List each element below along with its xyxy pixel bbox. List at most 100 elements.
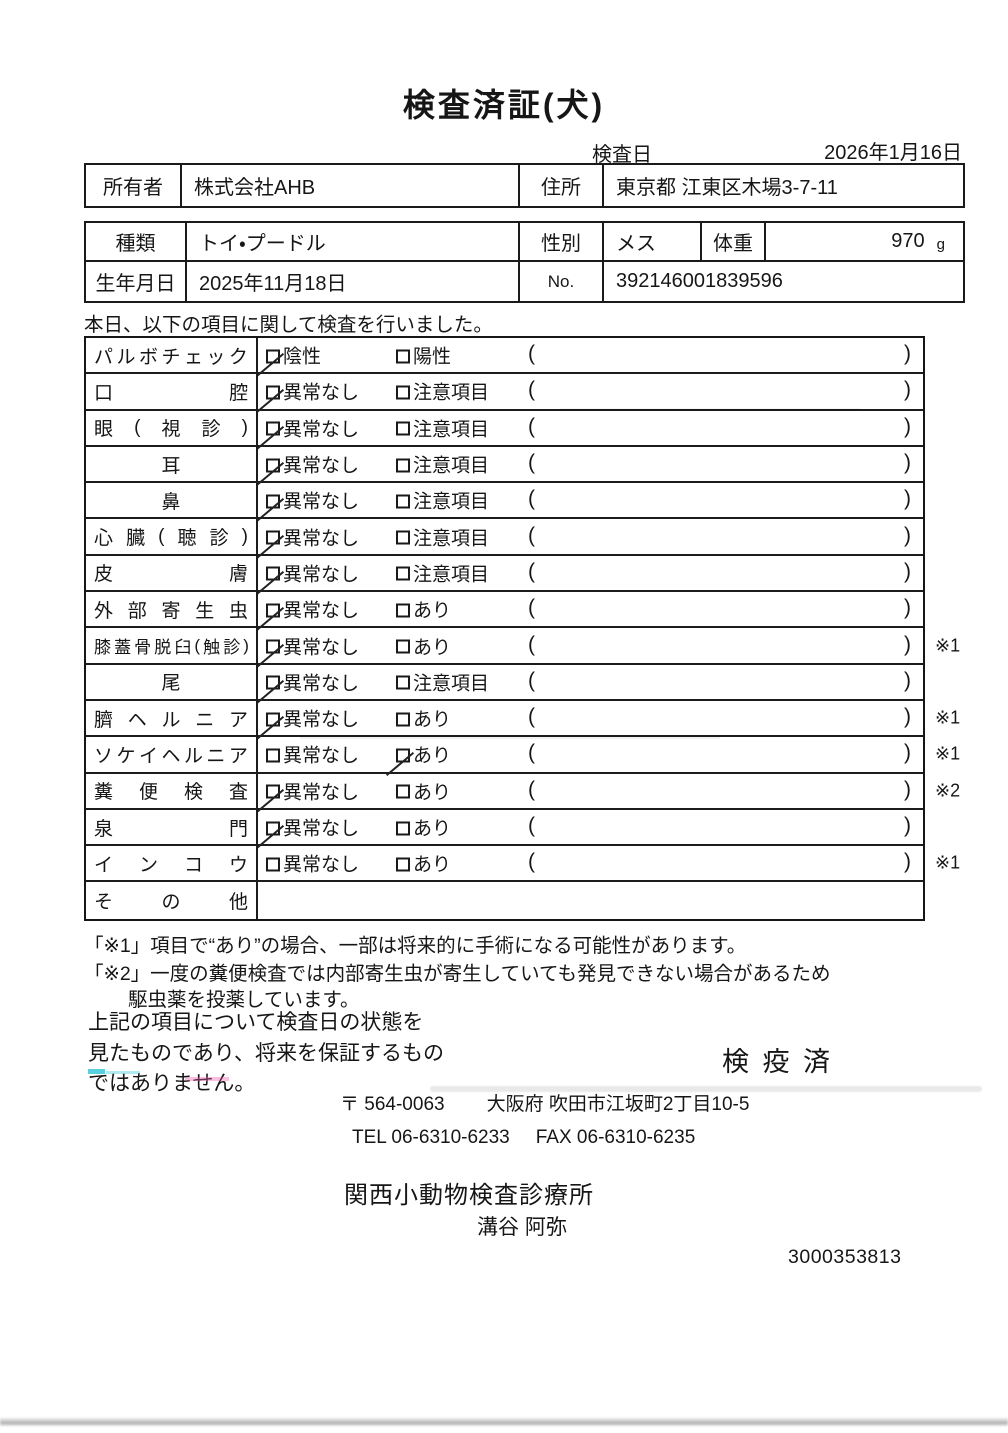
option-abnormal: 注意項目 — [396, 668, 489, 695]
owner-value-cell: 株式会社AHB — [182, 165, 520, 206]
sex-value-cell: メス — [604, 223, 702, 262]
exam-item-label: 臍ヘルニア — [86, 700, 258, 736]
exam-row: 臍ヘルニア 異常なし あり ( ) ※1 — [86, 700, 960, 741]
exam-row: ソケイヘルニア 異常なし あり ( ) ※1 — [86, 737, 960, 777]
page-title: 検査済証(犬) — [402, 87, 606, 123]
exam-row-content: 異常なし あり ( ) — [256, 592, 923, 632]
quarantine-passed-stamp: 検 疫 済 — [722, 1047, 834, 1077]
option-normal: 異常なし — [256, 414, 359, 450]
weight-value-cell: 970 g — [766, 223, 963, 262]
option-abnormal-label: あり — [413, 600, 452, 622]
option-abnormal-label: あり — [413, 854, 452, 876]
exam-row-content: 異常なし 注意項目 ( ) — [256, 411, 923, 450]
checkbox-normal[interactable] — [266, 566, 280, 581]
exam-row-content: 異常なし 注意項目 ( ) — [256, 665, 923, 704]
paren-close: ) — [904, 451, 911, 475]
paren-open: ( — [528, 414, 535, 438]
checkbox-abnormal[interactable] — [396, 566, 410, 581]
checkbox-abnormal[interactable] — [396, 603, 410, 618]
option-abnormal: 陽性 — [396, 342, 451, 369]
option-normal: 異常なし — [256, 596, 359, 632]
checkbox-abnormal[interactable] — [396, 385, 410, 400]
checkbox-normal[interactable] — [266, 639, 280, 654]
checkbox-abnormal[interactable] — [396, 639, 410, 654]
owner-table: 所有者 株式会社AHB 住所 東京都 江東区木場3-7-11 — [84, 163, 965, 208]
weight-unit: g — [936, 236, 945, 253]
exam-row: 膝蓋骨脱臼(触診) 異常なし あり ( ) ※1 — [86, 628, 960, 668]
exam-row: 外部寄生虫 異常なし あり ( ) — [86, 592, 923, 632]
exam-row-content: 異常なし 注意項目 ( ) — [256, 556, 923, 595]
checkbox-abnormal[interactable] — [396, 857, 410, 872]
option-abnormal: あり — [396, 850, 451, 877]
exam-row: インコウ 異常なし あり ( ) ※1 — [86, 846, 960, 883]
checkbox-normal[interactable] — [266, 421, 280, 436]
checkbox-abnormal[interactable] — [396, 349, 410, 364]
paren-open: ( — [528, 632, 535, 656]
animal-table: 種類 トイ・プードル 性別 メス 体重 970 g 生年月日 2025年11月1… — [84, 221, 965, 303]
paren-close: ) — [904, 850, 911, 874]
checkbox-normal[interactable] — [266, 458, 280, 473]
checkbox-abnormal[interactable] — [396, 494, 410, 509]
checkbox-normal[interactable] — [266, 675, 280, 690]
exam-row: 心臓(聴診) 異常なし 注意項目 ( ) — [86, 519, 923, 559]
checkbox-normal[interactable] — [266, 494, 280, 509]
exam-item-label: 心臓(聴診) — [86, 519, 258, 554]
exam-row-content: 異常なし あり ( ) — [256, 701, 923, 741]
checkbox-abnormal[interactable] — [396, 712, 410, 727]
row-footnote-ref: ※1 — [935, 707, 961, 728]
option-abnormal: あり — [396, 705, 451, 732]
exam-item-label: 外部寄生虫 — [86, 592, 258, 627]
paren-open: ( — [528, 342, 535, 366]
paren-close: ) — [904, 596, 911, 620]
checkbox-normal[interactable] — [266, 349, 280, 364]
checkbox-abnormal[interactable] — [396, 458, 410, 473]
checkbox-normal[interactable] — [266, 385, 280, 400]
option-normal: 異常なし — [266, 741, 359, 768]
footnote-2: 「※2」一度の糞便検査では内部寄生虫が寄生していても発見できない場合があるため — [84, 963, 831, 985]
checkbox-abnormal[interactable] — [396, 530, 410, 545]
option-abnormal: 注意項目 — [396, 487, 489, 514]
exam-item-label: 膝蓋骨脱臼(触診) — [86, 628, 258, 663]
exam-row-content: 異常なし 注意項目 ( ) — [256, 447, 923, 487]
checkbox-abnormal[interactable] — [396, 821, 410, 835]
paren-close: ) — [904, 378, 911, 402]
option-abnormal-label: 注意項目 — [413, 673, 490, 695]
clinic-tel: TEL 06-6310-6233 — [352, 1127, 510, 1148]
exam-item-label: ソケイヘルニア — [86, 737, 258, 772]
exam-row-content: 異常なし あり ( ) — [256, 628, 923, 668]
paren-open: ( — [528, 451, 535, 475]
checkbox-normal[interactable] — [266, 857, 280, 872]
option-normal-label: 異常なし — [283, 673, 360, 695]
checkbox-normal[interactable] — [266, 784, 280, 799]
number-label-cell: No. — [520, 262, 604, 301]
checkbox-normal[interactable] — [266, 821, 280, 835]
option-normal-label: 異常なし — [283, 854, 360, 876]
paren-open: ( — [528, 559, 535, 583]
inspection-date-label: 検査日 — [592, 144, 652, 166]
checkbox-normal[interactable] — [266, 530, 280, 545]
option-abnormal: あり — [396, 814, 451, 841]
checkbox-abnormal[interactable] — [396, 675, 410, 690]
option-abnormal: 注意項目 — [396, 523, 489, 550]
checkbox-abnormal[interactable] — [396, 784, 410, 799]
number-value-cell: 392146001839596 — [616, 270, 783, 292]
paren-close: ) — [904, 777, 911, 801]
checkbox-normal[interactable] — [266, 748, 280, 763]
checkbox-normal[interactable] — [266, 603, 280, 618]
exam-row-content: 異常なし 注意項目 ( ) — [256, 374, 923, 414]
option-normal-label: 異常なし — [283, 491, 360, 513]
row-footnote-ref: ※1 — [935, 743, 961, 764]
exam-item-label: インコウ — [86, 846, 258, 881]
row-footnote-ref: ※1 — [935, 635, 961, 656]
footnote-1: 「※1」項目で“あり”の場合、一部は将来的に手術になる可能性があります。 — [84, 935, 747, 957]
checkbox-abnormal[interactable] — [396, 421, 410, 436]
paren-close: ) — [904, 487, 911, 511]
option-normal-label: 異常なし — [283, 745, 360, 767]
exam-row: 眼(視診) 異常なし 注意項目 ( ) — [86, 410, 923, 450]
veterinarian-name: 溝谷 阿弥 — [477, 1216, 567, 1239]
option-abnormal-label: 注意項目 — [413, 382, 490, 404]
checkbox-abnormal[interactable] — [396, 748, 410, 763]
checkbox-normal[interactable] — [266, 712, 280, 727]
sex-label-cell: 性別 — [520, 223, 604, 262]
paren-close: ) — [904, 523, 911, 547]
